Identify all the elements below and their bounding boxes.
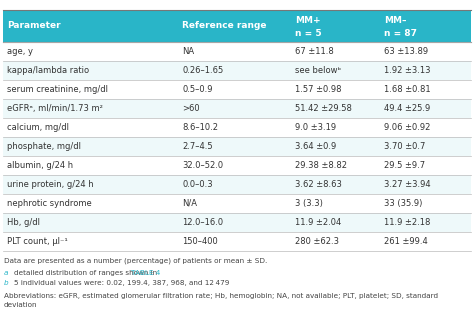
Text: 29.5 ±9.7: 29.5 ±9.7 <box>384 161 425 170</box>
Text: urine protein, g/24 h: urine protein, g/24 h <box>7 180 94 189</box>
Text: >60: >60 <box>182 104 200 113</box>
Text: eGFRᵃ, ml/min/1.73 m²: eGFRᵃ, ml/min/1.73 m² <box>7 104 103 113</box>
Text: n = 5: n = 5 <box>295 28 321 37</box>
Text: 2.7–4.5: 2.7–4.5 <box>182 142 213 151</box>
Bar <box>3 175 471 194</box>
Bar <box>3 10 471 42</box>
Text: 1.57 ±0.98: 1.57 ±0.98 <box>295 85 341 94</box>
Bar <box>3 194 471 213</box>
Text: kappa/lambda ratio: kappa/lambda ratio <box>7 66 89 75</box>
Text: Abbreviations: eGFR, estimated glomerular filtration rate; Hb, hemoglobin; NA, n: Abbreviations: eGFR, estimated glomerula… <box>4 293 438 299</box>
Text: phosphate, mg/dl: phosphate, mg/dl <box>7 142 81 151</box>
Text: NA: NA <box>182 47 195 56</box>
Text: 11.9 ±2.18: 11.9 ±2.18 <box>384 218 430 227</box>
Bar <box>3 137 471 156</box>
Bar <box>3 61 471 80</box>
Text: 0.5–0.9: 0.5–0.9 <box>182 85 213 94</box>
Text: 9.06 ±0.92: 9.06 ±0.92 <box>384 123 430 132</box>
Text: see belowᵇ: see belowᵇ <box>295 66 341 75</box>
Bar <box>3 213 471 232</box>
Text: 261 ±99.4: 261 ±99.4 <box>384 237 428 246</box>
Text: 1.68 ±0.81: 1.68 ±0.81 <box>384 85 430 94</box>
Text: a: a <box>4 270 9 276</box>
Text: age, y: age, y <box>7 47 33 56</box>
Text: 49.4 ±25.9: 49.4 ±25.9 <box>384 104 430 113</box>
Text: b: b <box>4 280 9 286</box>
Text: 3.64 ±0.9: 3.64 ±0.9 <box>295 142 336 151</box>
Bar <box>3 42 471 61</box>
Text: 1.92 ±3.13: 1.92 ±3.13 <box>384 66 430 75</box>
Text: 12.0–16.0: 12.0–16.0 <box>182 218 224 227</box>
Text: 3.62 ±8.63: 3.62 ±8.63 <box>295 180 342 189</box>
Text: detailed distribution of ranges shown in: detailed distribution of ranges shown in <box>14 270 159 276</box>
Text: albumin, g/24 h: albumin, g/24 h <box>7 161 73 170</box>
Text: 0.26–1.65: 0.26–1.65 <box>182 66 224 75</box>
Text: 67 ±11.8: 67 ±11.8 <box>295 47 334 56</box>
Text: 9.0 ±3.19: 9.0 ±3.19 <box>295 123 336 132</box>
Text: 63 ±13.89: 63 ±13.89 <box>384 47 428 56</box>
Text: 51.42 ±29.58: 51.42 ±29.58 <box>295 104 352 113</box>
Text: nephrotic syndrome: nephrotic syndrome <box>7 199 92 208</box>
Text: PLT count, μl⁻¹: PLT count, μl⁻¹ <box>7 237 68 246</box>
Text: 3.27 ±3.94: 3.27 ±3.94 <box>384 180 430 189</box>
Text: TABLE 4: TABLE 4 <box>131 270 160 276</box>
Text: 11.9 ±2.04: 11.9 ±2.04 <box>295 218 341 227</box>
Text: N/A: N/A <box>182 199 198 208</box>
Text: 8.6–10.2: 8.6–10.2 <box>182 123 219 132</box>
Text: deviation: deviation <box>4 302 37 308</box>
Bar <box>3 99 471 118</box>
Text: MM–: MM– <box>384 16 406 25</box>
Text: serum creatinine, mg/dl: serum creatinine, mg/dl <box>7 85 108 94</box>
Text: 32.0–52.0: 32.0–52.0 <box>182 161 224 170</box>
Text: calcium, mg/dl: calcium, mg/dl <box>7 123 69 132</box>
Text: 33 (35.9): 33 (35.9) <box>384 199 422 208</box>
Text: 29.38 ±8.82: 29.38 ±8.82 <box>295 161 347 170</box>
Text: Hb, g/dl: Hb, g/dl <box>7 218 40 227</box>
Text: 3 (3.3): 3 (3.3) <box>295 199 323 208</box>
Text: 150–400: 150–400 <box>182 237 218 246</box>
Text: MM+: MM+ <box>295 16 320 25</box>
Bar <box>3 80 471 99</box>
Text: 5 individual values were: 0.02, 199.4, 387, 968, and 12 479: 5 individual values were: 0.02, 199.4, 3… <box>14 280 229 286</box>
Bar <box>3 156 471 175</box>
Bar <box>3 118 471 137</box>
Text: Parameter: Parameter <box>7 22 61 31</box>
Text: 3.70 ±0.7: 3.70 ±0.7 <box>384 142 425 151</box>
Bar <box>3 232 471 251</box>
Text: Data are presented as a number (percentage) of patients or mean ± SD.: Data are presented as a number (percenta… <box>4 257 267 264</box>
Text: n = 87: n = 87 <box>384 28 417 37</box>
Text: 0.0–0.3: 0.0–0.3 <box>182 180 213 189</box>
Text: Reference range: Reference range <box>182 22 267 31</box>
Text: 280 ±62.3: 280 ±62.3 <box>295 237 339 246</box>
